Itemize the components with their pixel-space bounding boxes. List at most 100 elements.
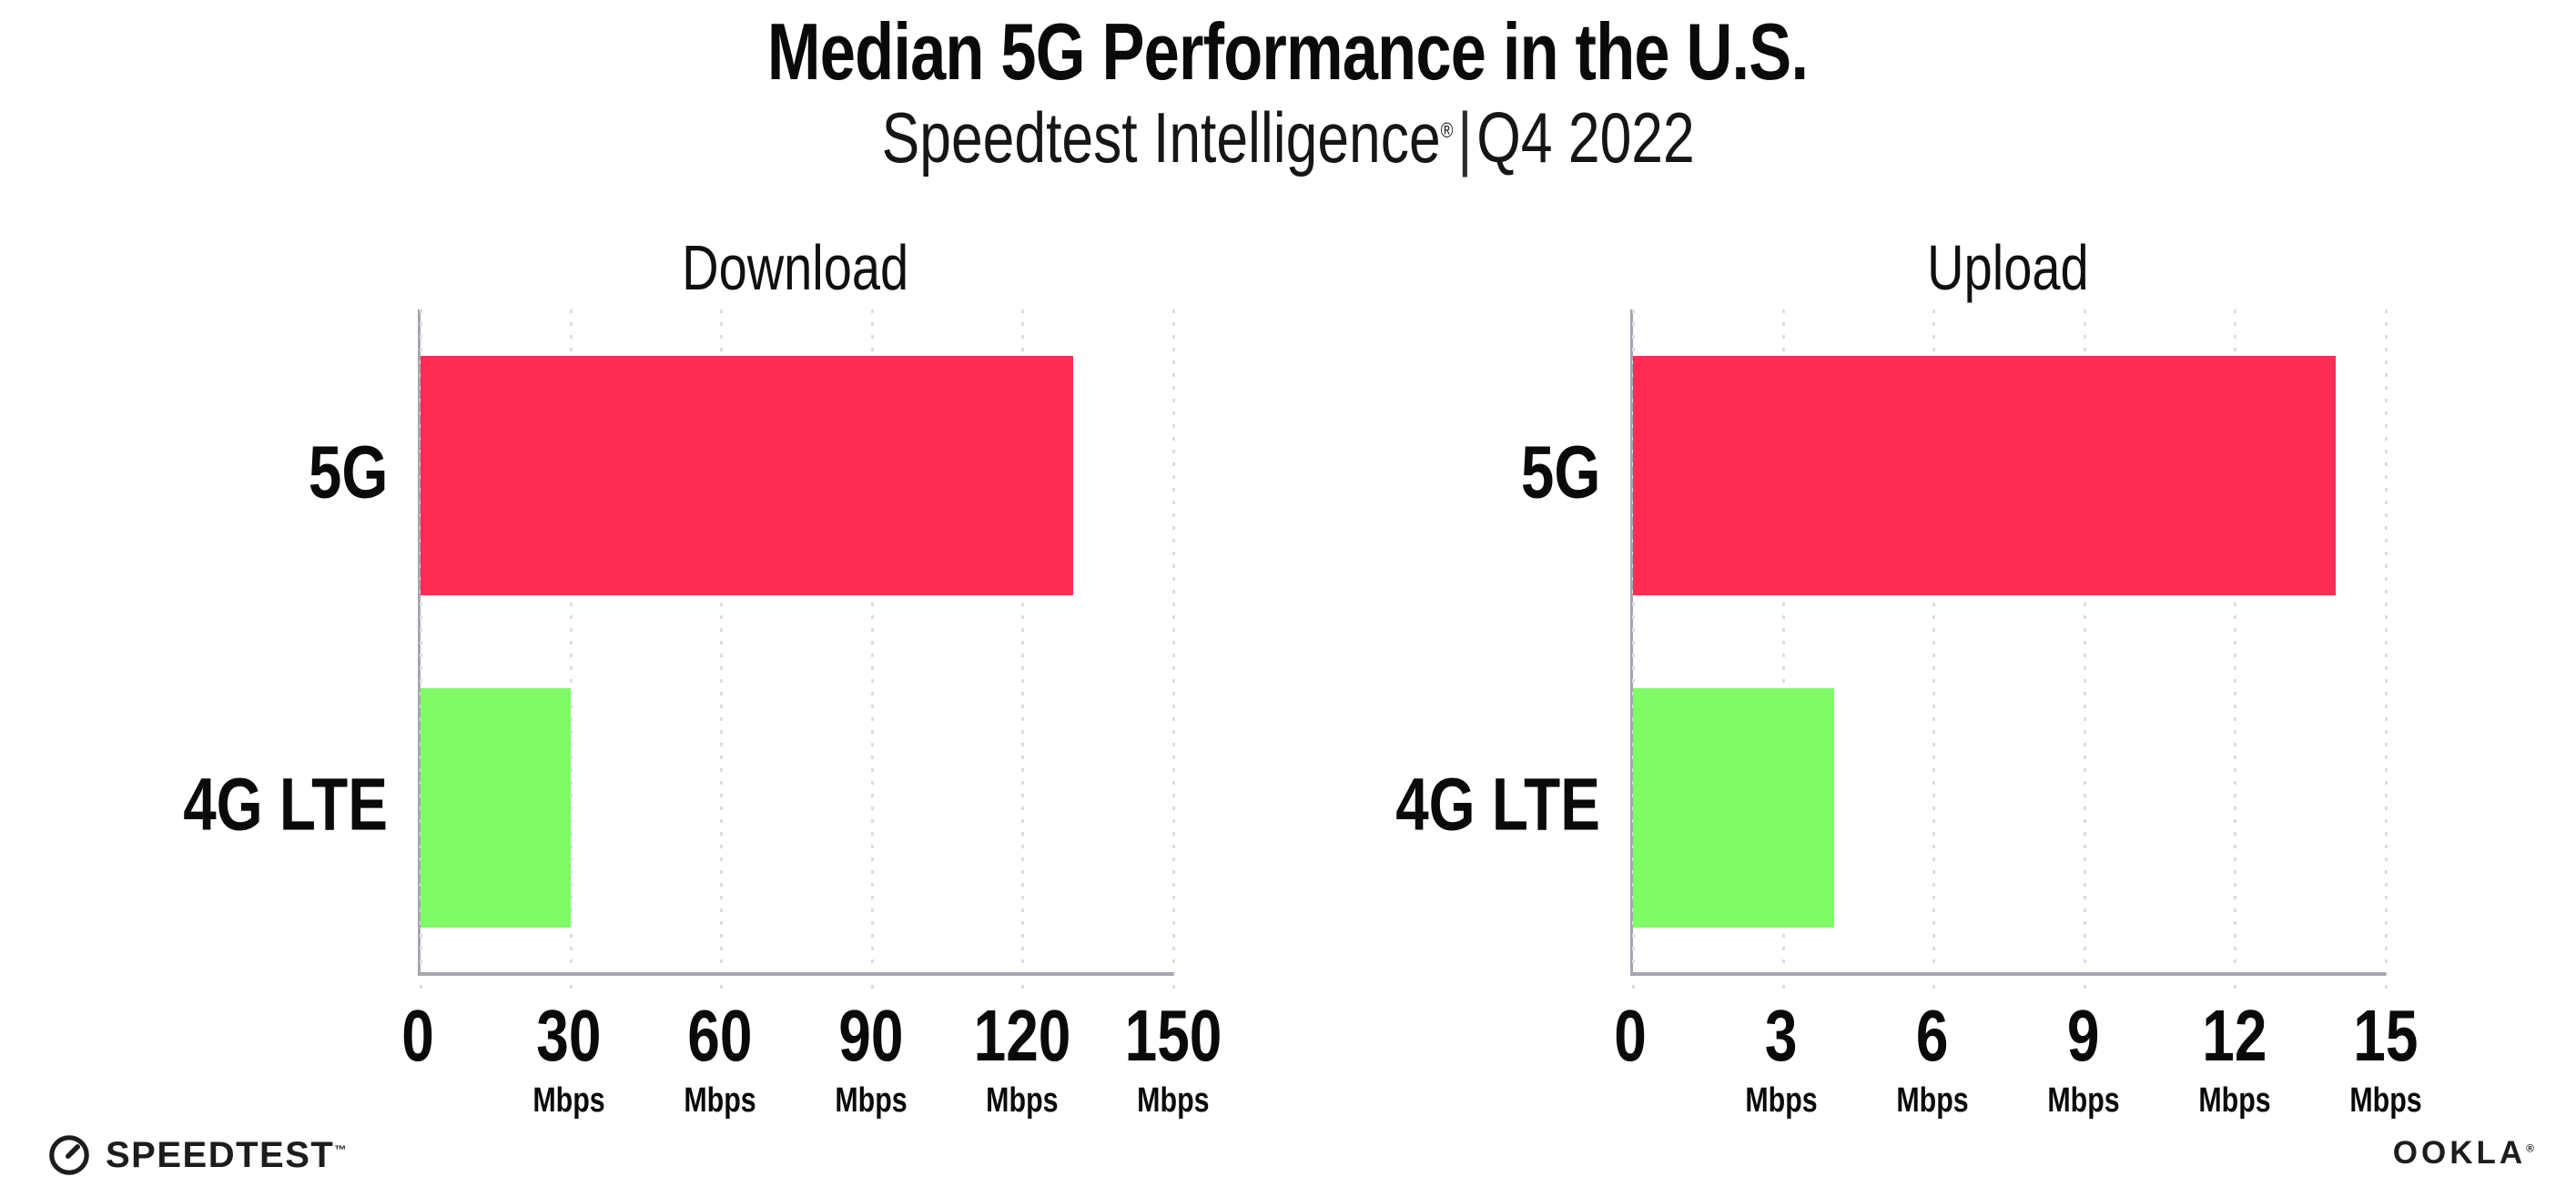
x-tick-value: 90	[826, 999, 916, 1072]
upload-plot-area	[1630, 309, 2388, 998]
speedtest-wordmark: SPEEDTEST	[106, 1134, 335, 1175]
x-tick-value-text: 150	[1124, 995, 1222, 1076]
upload-chart-title: Upload	[1630, 226, 2386, 309]
x-tick-value-text: 12	[2202, 995, 2267, 1076]
gridline-60	[720, 309, 724, 998]
x-tick-3: 3 Mbps	[1736, 999, 1826, 1121]
x-tick-value: 150	[1112, 999, 1233, 1072]
x-tick-value: 3	[1736, 999, 1826, 1072]
category-label-5g: 5G	[289, 435, 388, 510]
bar-4g-lte-upload	[1633, 688, 1834, 928]
upload-chart-title-text: Upload	[1927, 232, 2089, 303]
bar-5g-download	[421, 356, 1073, 595]
subtitle-brand: Speedtest Intelligence	[881, 96, 1441, 178]
x-tick-unit-label: Mbps	[2189, 1081, 2279, 1121]
gridline-12	[2234, 309, 2237, 998]
x-tick-120: 120 Mbps	[961, 999, 1082, 1121]
x-tick-value-text: 6	[1916, 995, 1949, 1076]
x-tick-value-text: 9	[2067, 995, 2100, 1076]
x-tick-60: 60 Mbps	[674, 999, 765, 1121]
x-tick-unit-label: Mbps	[2340, 1081, 2430, 1121]
category-label-text: 5G	[308, 431, 388, 514]
x-tick-12: 12 Mbps	[2189, 999, 2279, 1121]
x-tick-value: 60	[674, 999, 765, 1072]
download-x-axis: 0 30 Mbps 60 Mbps 90 Mbps 120 Mbps 150 Mbps	[401, 974, 1222, 1124]
registered-mark-icon: ®	[2526, 1141, 2538, 1155]
x-tick-15: 15 Mbps	[2340, 999, 2430, 1121]
x-tick-unit-text: Mbps	[835, 1081, 908, 1120]
x-tick-value-text: 3	[1765, 995, 1798, 1076]
x-tick-value: 0	[398, 999, 439, 1072]
x-axis-line	[1630, 972, 2386, 976]
category-label-5g: 5G	[1501, 435, 1600, 510]
x-tick-value-text: 0	[401, 995, 434, 1076]
x-tick-0: 0	[398, 999, 439, 1072]
charts-row: Download 5G 4G LTE 0 30 Mbps 60 Mbps 90 Mbps 120…	[0, 226, 2576, 1124]
x-tick-value-text: 90	[838, 995, 904, 1076]
x-tick-unit-label: Mbps	[961, 1081, 1082, 1121]
x-tick-9: 9 Mbps	[2038, 999, 2128, 1121]
download-chart-title-text: Download	[682, 232, 909, 303]
upload-y-axis-labels: 5G 4G LTE	[1395, 309, 1630, 974]
upload-x-axis: 0 3 Mbps 6 Mbps 9 Mbps 12 Mbps 15 Mbps	[1614, 974, 2421, 1124]
gridline-30	[569, 309, 573, 998]
speedtest-logo-text: SPEEDTEST™	[106, 1135, 348, 1176]
subtitle-period: Q4 2022	[1476, 96, 1695, 178]
x-tick-unit-text: Mbps	[2198, 1081, 2271, 1120]
trademark-icon: ™	[334, 1142, 348, 1157]
ookla-wordmark: OOKLA	[2392, 1135, 2527, 1171]
x-axis-line	[418, 972, 1173, 976]
bar-5g-upload	[1633, 356, 2336, 595]
x-tick-unit-text: Mbps	[986, 1081, 1059, 1120]
x-tick-value-text: 120	[973, 995, 1071, 1076]
x-tick-value: 30	[523, 999, 614, 1072]
category-label-text: 5G	[1520, 431, 1600, 514]
header: Median 5G Performance in the U.S. Speedt…	[0, 6, 2576, 178]
download-plot-wrap: 5G 4G LTE	[183, 309, 1175, 998]
gridline-0	[1631, 309, 1635, 998]
bar-4g-lte-download	[421, 688, 572, 928]
x-tick-unit-text: Mbps	[684, 1081, 756, 1120]
x-tick-unit-text: Mbps	[2047, 1081, 2120, 1120]
gridline-150	[1171, 309, 1175, 998]
download-chart: Download 5G 4G LTE 0 30 Mbps 60 Mbps 90 Mbps 120…	[183, 226, 1222, 1124]
subtitle-separator: |	[1457, 96, 1473, 178]
x-tick-value-text: 0	[1614, 995, 1647, 1076]
category-label-text: 4G LTE	[183, 763, 388, 847]
x-tick-value: 6	[1887, 999, 1977, 1072]
gridline-9	[2083, 309, 2086, 998]
x-tick-value: 12	[2189, 999, 2279, 1072]
x-tick-unit-label: Mbps	[674, 1081, 765, 1121]
download-plot-area	[418, 309, 1175, 998]
gridline-120	[1021, 309, 1025, 998]
x-tick-unit-label: Mbps	[523, 1081, 614, 1121]
x-tick-90: 90 Mbps	[826, 999, 916, 1121]
x-tick-unit-label: Mbps	[1112, 1081, 1233, 1121]
x-tick-unit-text: Mbps	[2349, 1081, 2422, 1120]
gridline-0	[419, 309, 422, 998]
x-tick-unit-text: Mbps	[1745, 1081, 1818, 1120]
x-tick-150: 150 Mbps	[1112, 999, 1233, 1121]
page-title-text: Median 5G Performance in the U.S.	[767, 6, 1809, 96]
gridline-6	[1932, 309, 1936, 998]
category-label-4g-lte: 4G LTE	[132, 767, 388, 842]
category-label-text: 4G LTE	[1395, 763, 1600, 847]
upload-chart: Upload 5G 4G LTE 0 3 Mbps 6 Mbps 9 Mbps 12 Mbps 15…	[1395, 226, 2421, 1124]
x-tick-value-text: 60	[687, 995, 753, 1076]
x-tick-unit-text: Mbps	[532, 1081, 605, 1120]
page-subtitle-text: Speedtest Intelligence®|Q4 2022	[881, 96, 1695, 178]
x-tick-unit-label: Mbps	[826, 1081, 916, 1121]
x-tick-value-text: 30	[536, 995, 602, 1076]
x-tick-30: 30 Mbps	[523, 999, 614, 1121]
category-label-4g-lte: 4G LTE	[1344, 767, 1600, 842]
upload-plot-wrap: 5G 4G LTE	[1395, 309, 2388, 998]
x-tick-0: 0	[1610, 999, 1651, 1072]
x-tick-unit-text: Mbps	[1896, 1081, 1969, 1120]
x-tick-value: 15	[2340, 999, 2430, 1072]
registered-mark-icon: ®	[1440, 117, 1454, 142]
gridline-3	[1781, 309, 1785, 998]
x-tick-value: 120	[961, 999, 1082, 1072]
x-tick-unit-label: Mbps	[1887, 1081, 1977, 1121]
download-y-axis-labels: 5G 4G LTE	[183, 309, 418, 974]
